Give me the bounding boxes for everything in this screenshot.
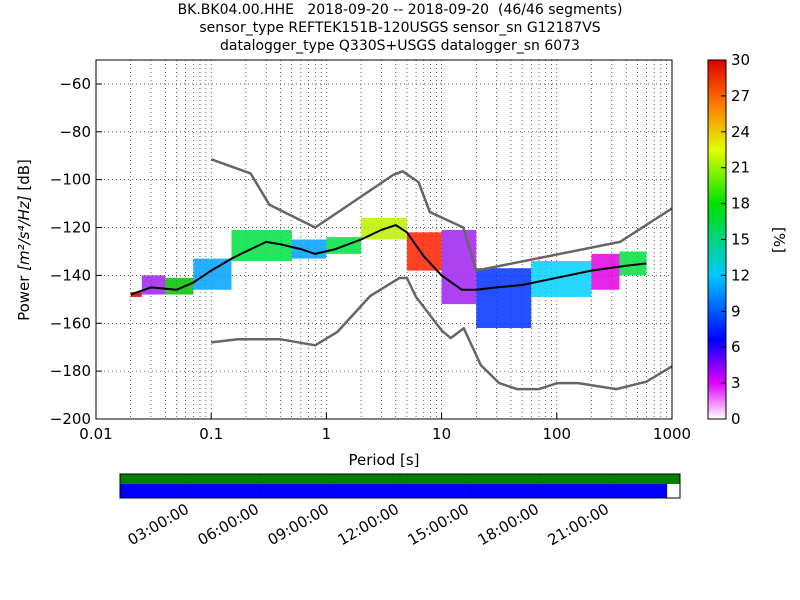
timeline-label: 09:00:00: [265, 500, 332, 549]
psd-band: [476, 268, 532, 329]
psd-band: [193, 258, 232, 290]
psd-histogram: [130, 217, 647, 329]
colorbar-ticks: 0 3 6 9 12 15 18 21 24 27 30: [721, 51, 750, 428]
x-tick-label: 0.1: [199, 425, 223, 443]
psd-band: [165, 277, 194, 295]
mean-psd: [130, 224, 647, 296]
x-tick-label: 1: [322, 425, 332, 443]
colorbar-tick-label: 18: [731, 195, 750, 213]
timeline-label: 18:00:00: [475, 500, 542, 549]
new-low-noise-model: [211, 276, 672, 391]
colorbar-tick-label: 21: [731, 159, 750, 177]
y-tick-label: −80: [59, 123, 91, 141]
y-tick-label: −140: [50, 266, 91, 284]
timeline-label: 21:00:00: [545, 500, 612, 549]
timeline-processed-bar: [120, 484, 668, 498]
x-axis-label: Period [s]: [348, 451, 419, 469]
y-tick-label: −200: [50, 410, 91, 428]
timeline: 03:00:00 06:00:00 09:00:00 12:00:00 15:00:00…: [119, 473, 681, 549]
colorbar-tick-label: 24: [731, 123, 750, 141]
timeline-label: 06:00:00: [195, 500, 262, 549]
mean-psd-line: [130, 224, 647, 296]
figure-title-line-3: datalogger_type Q330S+USGS datalogger_sn…: [220, 38, 580, 54]
y-tick-label: −120: [50, 219, 91, 237]
y-axis: −200 −180 −160 −140 −120 −100 −80 −60: [50, 75, 102, 428]
psd-band: [141, 275, 166, 295]
colorbar-tick-label: 15: [731, 231, 750, 249]
colorbar-tick-label: 30: [731, 51, 750, 69]
psd-band: [591, 253, 620, 290]
x-axis: 0.01 0.1 1 10 100 1000: [79, 413, 691, 443]
x-tick-label: 0.01: [79, 425, 112, 443]
plot-frame: [95, 59, 673, 420]
y-axis-label: Power [m²/s⁴/Hz] [dB]: [15, 159, 33, 321]
psd-band: [619, 251, 647, 276]
figure-title-line-1: BK.BK04.00.HHE 2018-09-20 -- 2018-09-20 …: [177, 2, 623, 18]
colorbar-tick-label: 0: [731, 410, 741, 428]
x-tick-label: 1000: [653, 425, 691, 443]
psd-band: [130, 292, 142, 297]
timeline-label: 15:00:00: [405, 500, 472, 549]
psd-band: [441, 229, 477, 305]
y-tick-label: −160: [50, 314, 91, 332]
x-tick-label: 100: [542, 425, 571, 443]
y-tick-label: −60: [59, 75, 91, 93]
x-tick-label: 10: [432, 425, 451, 443]
figure-title-line-2: sensor_type REFTEK151B-120USGS sensor_sn…: [199, 20, 601, 36]
noise-models: [210, 158, 672, 391]
colorbar-tick-label: 9: [731, 302, 741, 320]
colorbar-tick-label: 3: [731, 374, 741, 392]
y-tick-label: −180: [50, 362, 91, 380]
psd-band: [531, 261, 592, 297]
colorbar-tick-label: 12: [731, 266, 750, 284]
psd-band: [406, 232, 442, 271]
timeline-label: 12:00:00: [335, 500, 402, 549]
y-tick-label: −100: [50, 171, 91, 189]
colorbar-tick-label: 27: [731, 87, 750, 105]
colorbar-label: [%]: [770, 227, 788, 253]
timeline-label: 03:00:00: [125, 500, 192, 549]
colorbar-tick-label: 6: [731, 338, 741, 356]
new-high-noise-model: [210, 158, 672, 272]
